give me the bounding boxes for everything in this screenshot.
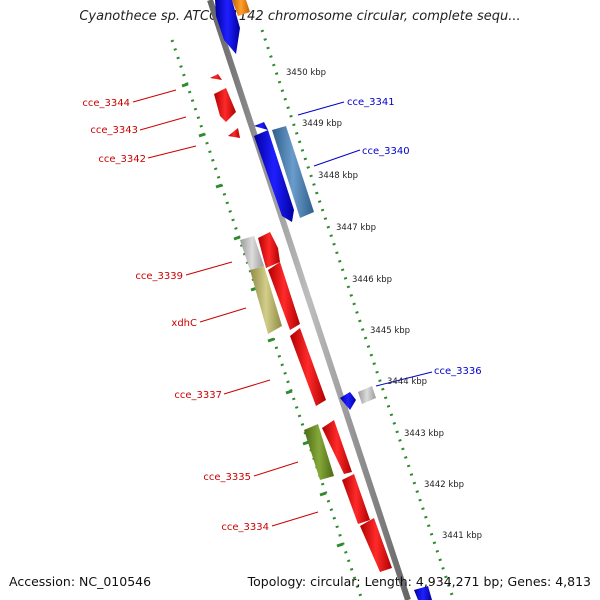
gene-cce-3334b[interactable] bbox=[360, 518, 392, 572]
scale-label: 3443 kbp bbox=[404, 429, 444, 439]
scale-label: 3447 kbp bbox=[336, 223, 376, 233]
gene-label[interactable]: xdhC bbox=[171, 318, 197, 329]
scale-label: 3450 kbp bbox=[286, 68, 326, 78]
gene-cce-3339-red[interactable] bbox=[258, 232, 280, 268]
gene-blue-bottom[interactable] bbox=[414, 586, 432, 600]
gene-blue-top[interactable] bbox=[215, 0, 240, 54]
scale-label: 3448 kbp bbox=[318, 171, 358, 181]
map-title: Cyanothece sp. ATCC 51142 chromosome cir… bbox=[79, 9, 521, 24]
gene-cce-3335[interactable] bbox=[304, 424, 334, 480]
gene-label[interactable]: cce_3344 bbox=[82, 98, 130, 109]
outer-major-ticks bbox=[181, 82, 344, 548]
genome-summary: Topology: circular; Length: 4,934,271 bp… bbox=[247, 574, 591, 589]
gene-label[interactable]: cce_3337 bbox=[174, 390, 222, 401]
gene-label[interactable]: cce_3336 bbox=[434, 366, 482, 377]
genome-backbone bbox=[207, 0, 411, 600]
gene-label[interactable]: cce_3342 bbox=[98, 154, 146, 165]
gene-cce-3339-gray[interactable] bbox=[240, 236, 264, 270]
gene-label[interactable]: cce_3341 bbox=[347, 97, 395, 108]
inner-tick-ring bbox=[260, 29, 454, 596]
label-leaders bbox=[132, 89, 433, 527]
gene-cce-3343[interactable] bbox=[214, 88, 236, 122]
gene-cce-3341-body[interactable] bbox=[254, 130, 294, 222]
gene-cce-3334[interactable] bbox=[342, 474, 370, 524]
accession-text: Accession: NC_010546 bbox=[9, 574, 152, 589]
scale-label: 3441 kbp bbox=[442, 531, 482, 541]
gene-cce-3341[interactable] bbox=[254, 122, 268, 130]
gene-cce-3340[interactable] bbox=[272, 126, 314, 218]
gene-cce-3336-blue[interactable] bbox=[340, 392, 356, 410]
gene-label[interactable]: cce_3335 bbox=[203, 472, 251, 483]
gene-xdhc-red[interactable] bbox=[268, 262, 300, 330]
gene-cce-3342[interactable] bbox=[228, 128, 240, 138]
scale-label: 3442 kbp bbox=[424, 480, 464, 490]
scale-labels: 3450 kbp 3449 kbp 3448 kbp 3447 kbp 3446… bbox=[286, 68, 482, 541]
gene-label[interactable]: cce_3343 bbox=[90, 125, 138, 136]
scale-label: 3446 kbp bbox=[352, 275, 392, 285]
scale-label: 3445 kbp bbox=[370, 326, 410, 336]
gene-cce-3337[interactable] bbox=[290, 328, 326, 406]
gene-features[interactable] bbox=[210, 0, 432, 600]
gene-cce-3336-gray[interactable] bbox=[358, 386, 376, 404]
scale-label: 3449 kbp bbox=[302, 119, 342, 129]
gene-label[interactable]: cce_3334 bbox=[221, 522, 269, 533]
gene-cce-3344[interactable] bbox=[210, 74, 222, 80]
gene-orange-top[interactable] bbox=[232, 0, 250, 16]
scale-label: 3444 kbp bbox=[387, 377, 427, 387]
gene-label[interactable]: cce_3340 bbox=[362, 146, 410, 157]
gene-labels-right: cce_3341 cce_3340 cce_3336 bbox=[347, 97, 482, 377]
gene-cce-3335-red[interactable] bbox=[322, 420, 352, 474]
gene-label[interactable]: cce_3339 bbox=[135, 271, 183, 282]
gene-labels-left: cce_3344 cce_3343 cce_3342 cce_3339 xdhC… bbox=[82, 98, 269, 533]
gene-xdhc[interactable] bbox=[250, 266, 282, 334]
